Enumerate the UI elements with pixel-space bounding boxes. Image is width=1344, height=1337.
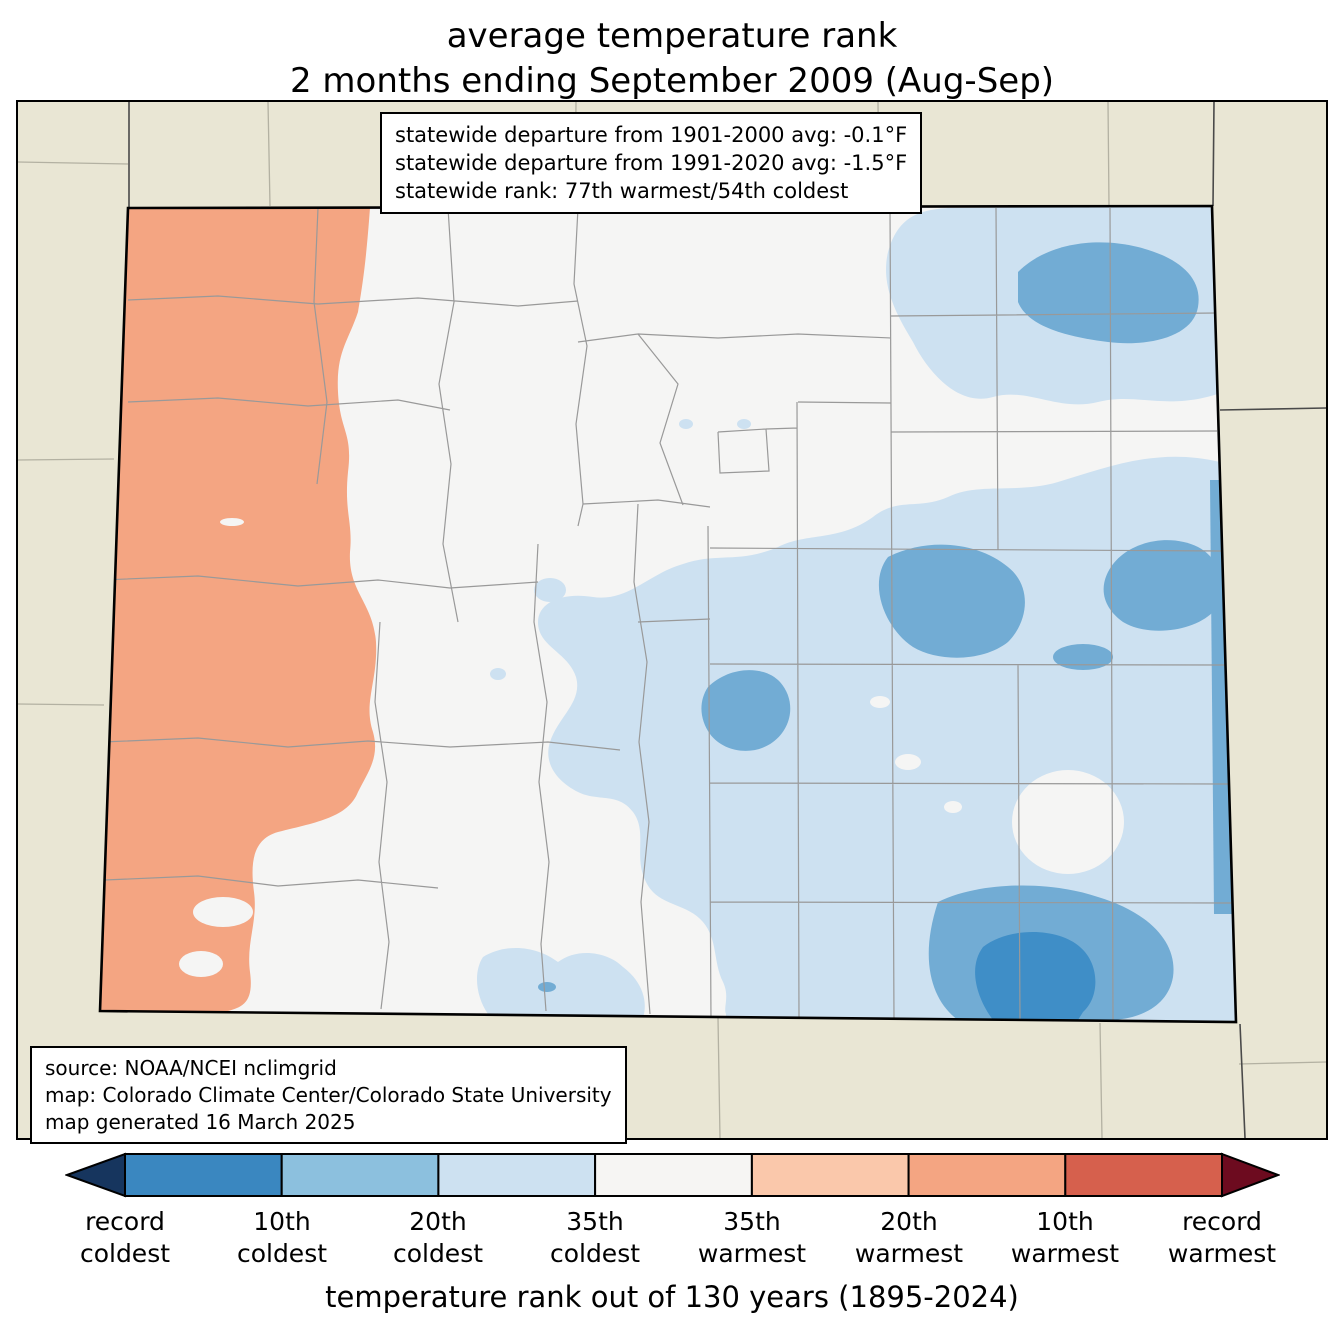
page-title: average temperature rank 2 months ending…	[0, 14, 1344, 104]
rank-regions	[100, 206, 1236, 1022]
colorbar-segment-1	[124, 1153, 283, 1197]
colorbar-segment-3	[437, 1153, 597, 1197]
colorbar-label-record-warmest: record warmest	[1167, 1207, 1277, 1268]
warm-region-west	[100, 208, 377, 1011]
colorbar	[65, 1152, 1280, 1198]
colorbar-segment-7	[1064, 1153, 1223, 1197]
colorbar-label-20th-warmest: 20th warmest	[854, 1207, 964, 1268]
colorbar-segment-4	[594, 1153, 753, 1197]
colorbar-label-35th-coldest: 35th coldest	[549, 1207, 641, 1268]
colorbar-segment-2	[280, 1153, 440, 1197]
source-box: source: NOAA/NCEI nclimgrid map: Colorad…	[30, 1046, 627, 1145]
title-line-2: 2 months ending September 2009 (Aug-Sep)	[289, 60, 1055, 101]
colorbar-svg	[65, 1152, 1280, 1198]
colorbar-label-10th-warmest: 10th warmest	[1010, 1207, 1120, 1268]
colorbar-left-arrow	[65, 1152, 126, 1198]
colorbar-label-10th-coldest: 10th coldest	[236, 1207, 328, 1268]
cool-dark-region	[975, 932, 1096, 1020]
map-credit-line: map: Colorado Climate Center/Colorado St…	[45, 1082, 612, 1107]
map-generated-line: map generated 16 March 2025	[45, 1109, 356, 1134]
stat-departure-1991-2020: statewide departure from 1991-2020 avg: …	[395, 151, 908, 176]
stat-statewide-rank: statewide rank: 77th warmest/54th coldes…	[395, 179, 849, 204]
colorbar-label-record-coldest: record coldest	[79, 1207, 171, 1268]
colorado-map	[18, 102, 1326, 1138]
warm-region-holes	[179, 518, 253, 977]
colorbar-right-arrow	[1221, 1152, 1280, 1198]
county-borders	[101, 207, 1232, 1021]
colorbar-label-20th-coldest: 20th coldest	[392, 1207, 484, 1268]
colorbar-caption: temperature rank out of 130 years (1895-…	[325, 1280, 1019, 1314]
statewide-stats-box: statewide departure from 1901-2000 avg: …	[380, 112, 923, 215]
source-line: source: NOAA/NCEI nclimgrid	[45, 1056, 337, 1080]
stat-departure-1901-2000: statewide departure from 1901-2000 avg: …	[395, 123, 908, 147]
map-frame	[16, 100, 1328, 1140]
outside-state-borders	[128, 102, 1326, 1138]
colorbar-segment-5	[750, 1153, 910, 1197]
title-line-1: average temperature rank	[446, 16, 898, 56]
cool-region-holes	[870, 696, 1124, 874]
colorbar-label-35th-warmest: 35th warmest	[697, 1207, 807, 1268]
colorbar-segment-6	[907, 1153, 1067, 1197]
